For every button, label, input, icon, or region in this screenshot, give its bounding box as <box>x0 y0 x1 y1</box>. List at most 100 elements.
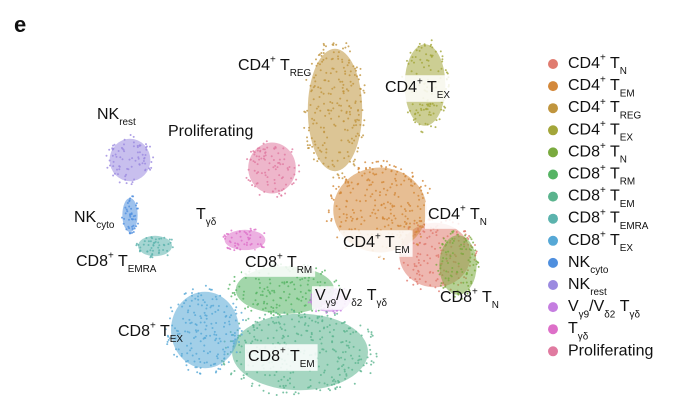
cell-point <box>451 242 454 244</box>
label-run: γδ <box>377 298 388 309</box>
cell-point <box>347 117 350 120</box>
cell-point <box>325 151 328 154</box>
label-text: CD8+ TEX <box>568 229 633 254</box>
cell-point <box>306 109 309 112</box>
cell-point <box>371 334 374 337</box>
cell-point <box>283 341 286 344</box>
cell-point <box>323 269 326 272</box>
cell-point <box>449 255 452 258</box>
cell-point <box>274 145 277 148</box>
cell-point <box>188 331 191 334</box>
label-text: Proliferating <box>568 343 653 360</box>
cell-point <box>298 320 300 323</box>
label-run: CD8 <box>568 232 600 249</box>
cluster-label: CD8+ TN <box>440 286 499 311</box>
cell-point <box>191 288 194 291</box>
cluster-area <box>248 142 296 194</box>
cell-point <box>307 279 310 282</box>
label-text: Tγδ <box>196 206 217 228</box>
cell-point <box>439 267 442 270</box>
cell-point <box>436 229 439 232</box>
cell-point <box>158 244 161 247</box>
cell-point <box>235 312 238 315</box>
cell-point <box>293 288 296 291</box>
cell-point <box>205 361 208 364</box>
cell-point <box>181 305 184 308</box>
cell-point <box>329 389 331 392</box>
cell-point <box>332 44 335 46</box>
cluster-label: CD8+ TEX <box>118 320 183 345</box>
cell-point <box>244 307 247 310</box>
cell-point <box>409 222 411 225</box>
cell-point <box>162 249 165 251</box>
cell-point <box>451 267 454 269</box>
cell-point <box>327 211 330 214</box>
cell-point <box>417 259 420 262</box>
cluster-label: CD4+ TREG <box>238 54 311 79</box>
cell-point <box>387 217 390 220</box>
cell-point <box>130 213 133 216</box>
label-run: EMRA <box>128 264 157 275</box>
cell-point <box>409 204 412 207</box>
cell-point <box>258 158 261 161</box>
cell-point <box>199 366 202 369</box>
cell-point <box>328 331 331 334</box>
cell-point <box>272 336 275 339</box>
cell-point <box>344 70 347 73</box>
cell-point <box>341 177 344 180</box>
cell-point <box>408 210 411 212</box>
cell-point <box>214 339 217 342</box>
cell-point <box>244 341 247 344</box>
cell-point <box>267 289 270 292</box>
cell-point <box>414 278 417 281</box>
cell-point <box>353 211 355 214</box>
cell-point <box>423 204 425 207</box>
cell-point <box>149 249 152 252</box>
cell-point <box>355 135 357 138</box>
cell-point <box>338 176 341 179</box>
cell-point <box>164 328 167 331</box>
cell-point <box>251 184 254 187</box>
cell-point <box>266 286 269 289</box>
cell-point <box>432 112 435 115</box>
cell-point <box>352 160 355 163</box>
cell-point <box>237 243 240 246</box>
cluster-label: Proliferating <box>168 123 253 140</box>
cell-point <box>299 278 302 281</box>
cell-point <box>178 332 181 335</box>
cell-point <box>411 103 414 106</box>
cell-point <box>283 375 286 378</box>
cell-point <box>337 55 339 58</box>
cell-point <box>138 250 141 253</box>
cell-point <box>345 330 348 332</box>
cell-point <box>338 357 341 360</box>
label-run: Proliferating <box>568 343 653 360</box>
cell-point <box>419 208 422 210</box>
cell-point <box>184 299 187 302</box>
cell-point <box>347 344 350 347</box>
cell-point <box>194 329 197 332</box>
label-run: CD8 <box>568 210 600 227</box>
cell-point <box>287 335 290 338</box>
cell-point <box>418 273 421 276</box>
cell-point <box>415 221 418 224</box>
cell-point <box>166 254 169 257</box>
cell-point <box>336 309 338 312</box>
cell-point <box>331 348 334 351</box>
cell-point <box>272 310 275 312</box>
cell-point <box>228 283 231 286</box>
cell-point <box>233 249 236 252</box>
label-run: + <box>460 203 466 214</box>
cell-point <box>357 119 360 122</box>
cell-point <box>233 280 236 283</box>
cell-point <box>340 109 343 112</box>
label-run: δ2 <box>604 309 616 320</box>
cell-point <box>281 281 284 284</box>
cluster-label: Vγ9/Vδ2 Tγδ <box>312 286 391 310</box>
cell-point <box>128 158 131 161</box>
cell-point <box>259 294 262 296</box>
cell-point <box>266 337 269 340</box>
cell-point <box>331 341 334 344</box>
cell-point <box>247 306 249 308</box>
cell-point <box>341 341 344 343</box>
